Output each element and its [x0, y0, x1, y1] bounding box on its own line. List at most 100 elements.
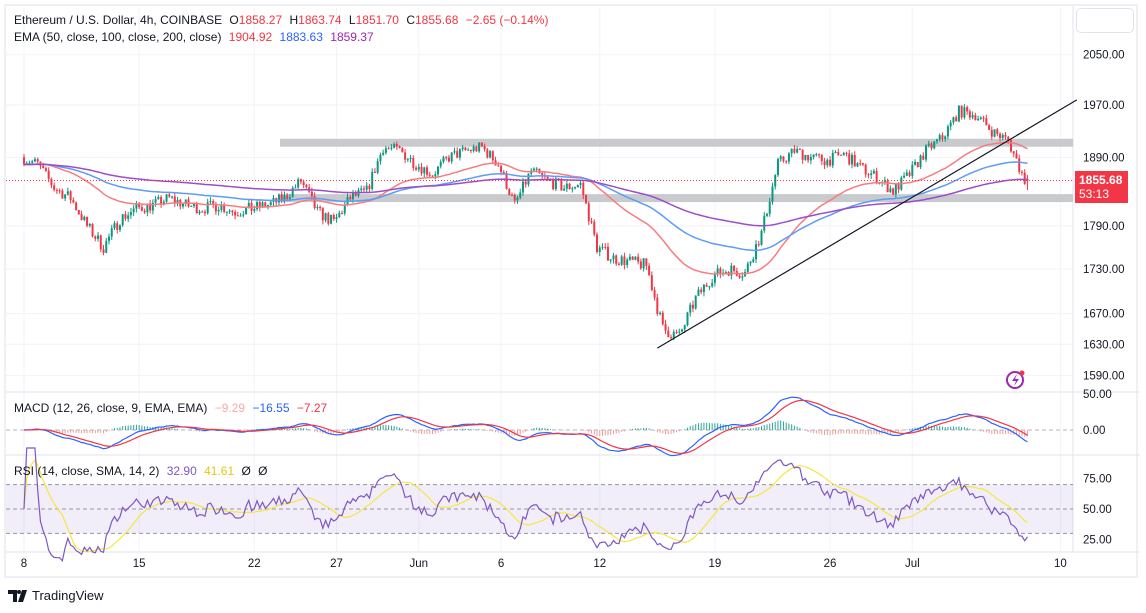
- candle-body: [53, 185, 56, 190]
- candle-body: [801, 149, 804, 160]
- candle-body: [469, 149, 472, 151]
- candle-body: [83, 216, 86, 221]
- date-tick: 22: [248, 558, 261, 570]
- candle-body: [645, 258, 648, 266]
- candle-body: [760, 230, 763, 245]
- candle-body: [653, 290, 656, 298]
- candle-body: [741, 276, 744, 278]
- candle-body: [406, 159, 409, 161]
- candle-body: [999, 133, 1002, 138]
- candle-body: [675, 331, 678, 333]
- candle-body: [787, 153, 790, 162]
- candle-body: [456, 151, 459, 158]
- candle-body: [957, 105, 960, 122]
- candle-body: [500, 165, 503, 172]
- candle-body: [467, 149, 470, 151]
- candle-body: [420, 166, 423, 174]
- candle-body: [72, 200, 75, 203]
- candle-body: [612, 255, 615, 260]
- candle-body: [288, 197, 291, 199]
- date-tick: Jun: [410, 558, 429, 570]
- candle-body: [190, 205, 193, 207]
- trendline: [657, 99, 1078, 349]
- candle-body: [203, 211, 206, 214]
- candle-body: [894, 184, 897, 195]
- candle-body: [426, 167, 429, 175]
- candle-body: [113, 223, 116, 229]
- tradingview-logo[interactable]: TradingView: [8, 588, 104, 603]
- candle-body: [659, 312, 662, 314]
- top-right-button[interactable]: [1076, 8, 1134, 33]
- candle-body: [982, 117, 985, 119]
- candle-body: [343, 204, 346, 214]
- candle-body: [1020, 171, 1023, 173]
- candle-body: [341, 212, 344, 214]
- candle-body: [859, 163, 862, 165]
- candle-body: [996, 129, 999, 134]
- rsi-tick: 75.00: [1083, 474, 1112, 486]
- candle-body: [497, 165, 500, 167]
- candle-body: [192, 203, 195, 206]
- candle-body: [165, 194, 168, 202]
- candle-body: [464, 147, 467, 150]
- candle-body: [524, 181, 527, 185]
- candle-body: [368, 185, 371, 190]
- candle-body: [242, 214, 245, 216]
- candle-body: [58, 190, 61, 192]
- candle-body: [442, 157, 445, 162]
- last-price: 1855.68: [1079, 173, 1123, 187]
- candle-body: [228, 210, 231, 212]
- candle-body: [160, 197, 163, 205]
- candle-body: [502, 171, 505, 174]
- candle-body: [171, 196, 174, 198]
- candle-body: [541, 173, 544, 176]
- candle-body: [362, 188, 365, 190]
- price-tick: 1630.00: [1083, 339, 1125, 351]
- candle-body: [234, 212, 237, 216]
- candle-body: [546, 176, 549, 179]
- candle-body: [253, 209, 256, 211]
- candle-body: [247, 202, 250, 208]
- candle-body: [66, 191, 69, 195]
- candle-body: [623, 256, 626, 266]
- candle-body: [475, 146, 478, 152]
- candle-body: [889, 188, 892, 193]
- candle-body: [532, 168, 535, 171]
- candle-body: [979, 117, 982, 119]
- candle-body: [941, 135, 944, 139]
- candle-body: [779, 156, 782, 160]
- candle-body: [412, 157, 415, 168]
- candle-body: [554, 178, 557, 190]
- candle-body: [634, 256, 637, 260]
- candle-body: [445, 157, 448, 159]
- macd-signal-value: −7.27: [296, 401, 328, 415]
- candle-body: [519, 192, 522, 198]
- candle-body: [1015, 153, 1018, 159]
- candle-body: [818, 154, 821, 156]
- change-value: −2.65 (−0.14%): [465, 13, 549, 27]
- candle-body: [831, 152, 834, 166]
- candle-body: [642, 258, 645, 269]
- candle-body: [905, 172, 908, 176]
- macd-tick: 50.00: [1083, 389, 1112, 401]
- support-zone: [280, 194, 1073, 203]
- candle-body: [850, 154, 853, 165]
- candle-body: [102, 249, 105, 253]
- candle-body: [804, 154, 807, 160]
- lightning-icon[interactable]: [1006, 370, 1025, 389]
- date-tick: 6: [498, 558, 504, 570]
- candle-body: [963, 107, 966, 118]
- candle-body: [1001, 135, 1004, 138]
- candle-body: [220, 204, 223, 210]
- macd-value: −16.55: [252, 401, 290, 415]
- candle-body: [55, 189, 58, 191]
- candle-body: [239, 215, 242, 217]
- notification-dot: [1019, 370, 1025, 376]
- candle-body: [291, 187, 294, 198]
- candle-body: [491, 151, 494, 161]
- candle-body: [637, 256, 640, 262]
- candle-body: [711, 282, 714, 287]
- candle-body: [681, 329, 683, 332]
- candle-body: [582, 182, 585, 196]
